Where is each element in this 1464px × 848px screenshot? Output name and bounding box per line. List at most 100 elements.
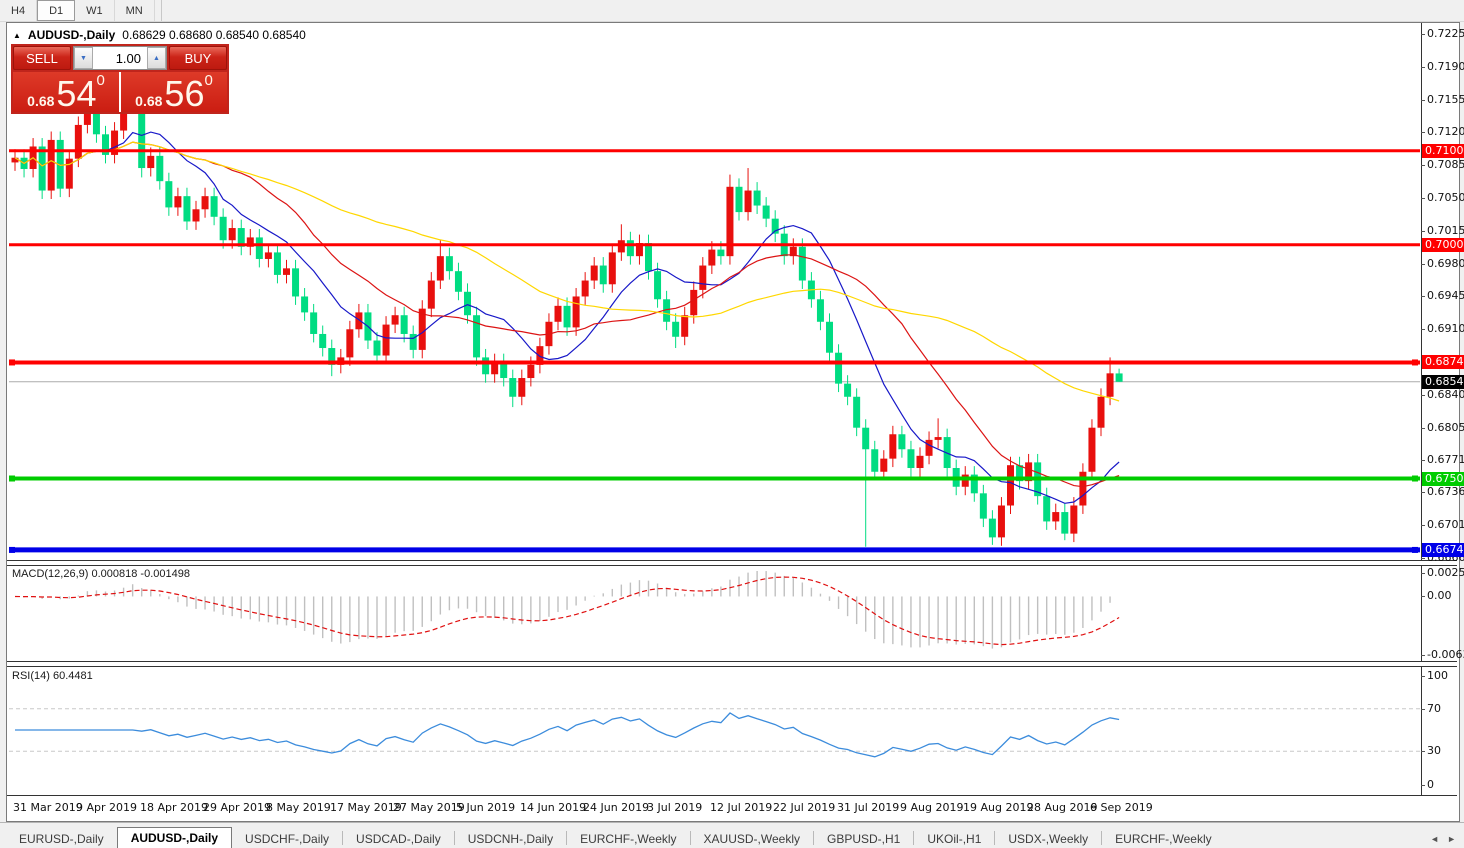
chart-tab-gbpusd-h1[interactable]: GBPUSD-,H1 (827, 832, 901, 846)
date-axis-label: 9 Aug 2019 (900, 801, 964, 814)
timeframe-toolbar: H4 D1 W1 MN (0, 0, 1464, 22)
chart-canvas[interactable] (7, 23, 1457, 819)
axis-tick (1421, 100, 1425, 101)
axis-tick (1421, 785, 1425, 786)
buy-price-pips: 56 (164, 73, 205, 114)
volume-control: ▼ ▲ (73, 46, 167, 70)
sell-price-quote[interactable]: 0.68 54 0 (13, 72, 119, 112)
chart-tab-eurchf-weekly[interactable]: EURCHF-,Weekly (1115, 832, 1212, 846)
timeframe-button-mn[interactable]: MN (115, 0, 155, 21)
volume-decrease-icon[interactable]: ▼ (74, 47, 93, 69)
chart-tab-eurchf-weekly[interactable]: EURCHF-,Weekly (580, 832, 677, 846)
axis-tick (1421, 67, 1425, 68)
axis-tick (1421, 132, 1425, 133)
date-axis-label: 29 Apr 2019 (203, 801, 272, 814)
tab-scroll-arrows: ◄ ► (1430, 834, 1456, 844)
date-axis-label: 24 Jun 2019 (583, 801, 650, 814)
date-axis-label: 17 May 2019 (330, 801, 402, 814)
axis-tick (1421, 264, 1425, 265)
chart-tab-eurusd-daily[interactable]: EURUSD-,Daily (19, 832, 104, 846)
tab-separator (994, 831, 996, 845)
date-axis-label: 5 Jun 2019 (456, 801, 516, 814)
chart-tab-bar: EURUSD-,Daily AUDUSD-,Daily USDCHF-,Daily U… (0, 822, 1464, 848)
axis-tick (1421, 596, 1425, 597)
tab-scroll-left-icon[interactable]: ◄ (1430, 834, 1440, 844)
hline-price-badge: 0.66746 (1422, 543, 1464, 557)
timeframe-button-h4[interactable]: H4 (0, 0, 38, 21)
buy-button[interactable]: BUY (169, 46, 227, 70)
date-axis-label: 22 Jul 2019 (773, 801, 836, 814)
axis-tick (1421, 709, 1425, 710)
rsi-axis-label: 100 (1427, 669, 1448, 682)
hline-price-badge: 0.67508 (1422, 472, 1464, 486)
current-price-badge: 0.68540 (1422, 375, 1464, 389)
one-click-trade-panel: SELL ▼ ▲ BUY 0.68 54 0 0.68 56 0 (11, 44, 229, 114)
axis-tick (1421, 329, 1425, 330)
volume-increase-icon[interactable]: ▲ (147, 47, 166, 69)
date-axis-label: 28 Aug 2019 (1027, 801, 1098, 814)
date-axis-label: 3 Jul 2019 (647, 801, 703, 814)
timeframe-button-w1[interactable]: W1 (75, 0, 115, 21)
tab-separator (566, 831, 568, 845)
chart-tab-audusd-daily[interactable]: AUDUSD-,Daily (116, 827, 233, 848)
chart-tab-ukoil-h1[interactable]: UKOil-,H1 (927, 832, 982, 846)
chart-title: ▲ AUDUSD-,Daily 0.68629 0.68680 0.68540 … (13, 28, 306, 42)
axis-tick (1421, 198, 1425, 199)
panel-splitter-rsi[interactable] (7, 661, 1457, 667)
macd-axis-label: 0.00 (1427, 589, 1452, 602)
date-axis-label: 9 Apr 2019 (76, 801, 138, 814)
panel-splitter-macd[interactable] (7, 560, 1457, 566)
sell-button[interactable]: SELL (13, 46, 71, 70)
buy-price-point: 0 (204, 72, 213, 89)
axis-tick (1421, 558, 1425, 559)
price-axis-separator (1421, 23, 1422, 795)
axis-tick (1421, 525, 1425, 526)
hline-price-badge: 0.71005 (1422, 144, 1464, 158)
date-axis-label: 27 May 2019 (393, 801, 465, 814)
tab-scroll-right-icon[interactable]: ► (1447, 834, 1456, 844)
chart-tab-xauusd-weekly[interactable]: XAUUSD-,Weekly (703, 832, 800, 846)
date-axis-label: 14 Jun 2019 (520, 801, 587, 814)
tab-separator (689, 831, 691, 845)
axis-tick (1421, 231, 1425, 232)
date-axis-label: 19 Aug 2019 (963, 801, 1034, 814)
tab-separator (913, 831, 915, 845)
axis-tick (1421, 655, 1425, 656)
macd-axis-label: 0.002574 (1427, 566, 1464, 579)
tab-separator (1101, 831, 1103, 845)
rsi-axis-label: 70 (1427, 702, 1441, 715)
chart-tab-usdcnh-daily[interactable]: USDCNH-,Daily (467, 832, 554, 846)
buy-price-quote[interactable]: 0.68 56 0 (121, 72, 227, 112)
axis-tick (1421, 676, 1425, 677)
chart-tab-usdcad-daily[interactable]: USDCAD-,Daily (356, 832, 441, 846)
hline-price-badge: 0.68746 (1422, 355, 1464, 369)
tab-separator (453, 831, 455, 845)
axis-tick (1421, 296, 1425, 297)
panel-collapse-icon[interactable]: ▲ (13, 30, 21, 40)
tab-separator (342, 831, 344, 845)
rsi-indicator-label: RSI(14) 60.4481 (12, 670, 93, 682)
sell-price-pips: 54 (56, 73, 97, 114)
macd-axis-label: -0.006326 (1427, 648, 1464, 661)
chart-tab-usdx-weekly[interactable]: USDX-,Weekly (1008, 832, 1089, 846)
hline-price-badge: 0.70002 (1422, 238, 1464, 252)
volume-input[interactable] (93, 47, 147, 69)
axis-tick (1421, 573, 1425, 574)
axis-tick (1421, 428, 1425, 429)
timeframe-button-d1[interactable]: D1 (37, 0, 76, 21)
chart-tab-usdchf-daily[interactable]: USDCHF-,Daily (245, 832, 330, 846)
axis-tick (1421, 34, 1425, 35)
axis-tick (1421, 751, 1425, 752)
axis-tick (1421, 165, 1425, 166)
